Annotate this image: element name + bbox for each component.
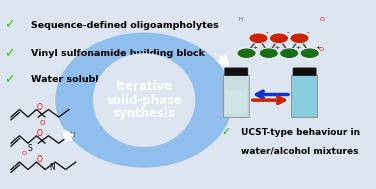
Circle shape <box>270 33 288 43</box>
Text: +: + <box>252 46 258 50</box>
Text: O: O <box>40 119 45 125</box>
Text: Iterative: Iterative <box>115 81 173 94</box>
Text: -: - <box>307 30 309 36</box>
FancyBboxPatch shape <box>293 68 316 76</box>
Text: ✓: ✓ <box>4 47 15 60</box>
Text: -: - <box>286 30 289 36</box>
Circle shape <box>259 48 278 58</box>
Text: ✓: ✓ <box>4 73 15 86</box>
Circle shape <box>237 48 256 58</box>
Text: H: H <box>238 17 242 22</box>
FancyBboxPatch shape <box>292 75 318 118</box>
Text: O: O <box>320 17 325 22</box>
Text: O: O <box>318 47 323 52</box>
Text: ✓: ✓ <box>4 19 15 32</box>
Circle shape <box>249 33 268 43</box>
Text: O: O <box>22 151 27 156</box>
FancyBboxPatch shape <box>223 75 249 118</box>
Text: Water soluble: Water soluble <box>32 75 105 84</box>
Circle shape <box>290 33 309 43</box>
Text: synthesis: synthesis <box>112 107 176 120</box>
Text: Vinyl sulfonamide building block: Vinyl sulfonamide building block <box>32 49 205 58</box>
Text: O: O <box>37 155 43 164</box>
Text: solid-phase: solid-phase <box>106 94 182 107</box>
Text: O: O <box>37 102 43 112</box>
Text: N: N <box>49 163 55 172</box>
Text: UCST-type behaviour in: UCST-type behaviour in <box>241 128 361 136</box>
Text: O: O <box>37 129 43 138</box>
Circle shape <box>280 48 299 58</box>
Ellipse shape <box>93 53 195 147</box>
Text: N: N <box>69 132 74 138</box>
FancyBboxPatch shape <box>225 90 247 114</box>
Text: +: + <box>295 46 300 50</box>
Circle shape <box>300 48 319 58</box>
Text: +: + <box>274 46 280 50</box>
Text: Sequence-defined oligoampholytes: Sequence-defined oligoampholytes <box>32 21 219 30</box>
Text: +: + <box>315 46 321 50</box>
Text: water/alcohol mixtures: water/alcohol mixtures <box>241 146 359 155</box>
FancyBboxPatch shape <box>225 68 248 76</box>
Text: ✓: ✓ <box>221 127 230 137</box>
Text: -: - <box>266 30 268 36</box>
Text: S: S <box>27 144 32 153</box>
Ellipse shape <box>55 33 233 168</box>
